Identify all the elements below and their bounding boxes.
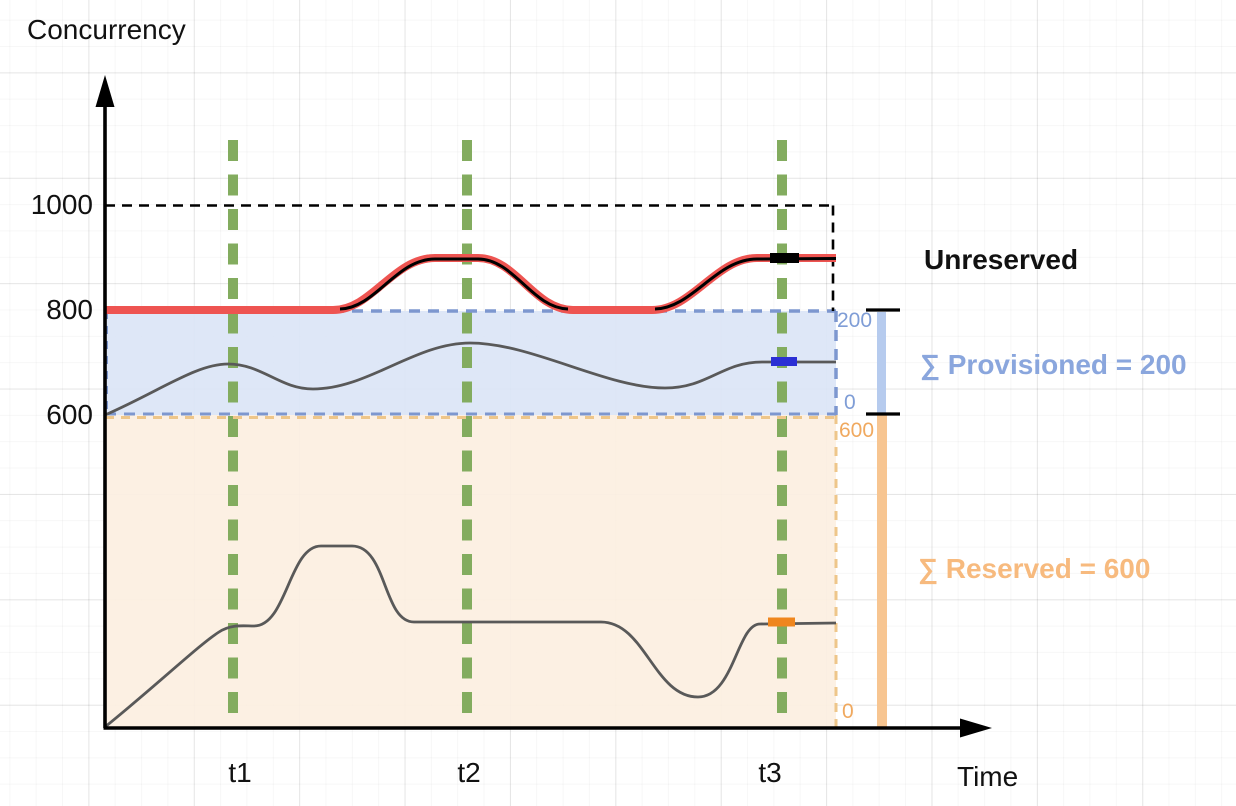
x-tick-t3: t3 <box>758 757 782 788</box>
provisioned-scale-max: 200 <box>837 309 873 332</box>
x-tick-t1: t1 <box>228 757 252 788</box>
y-tick-600: 600 <box>46 399 93 430</box>
reserved-sum-label: ∑ Reserved = 600 <box>918 553 1151 584</box>
provisioned-scale-min: 0 <box>844 391 856 414</box>
y-axis-arrow-icon <box>95 75 115 107</box>
unreserved-hump1-black-line <box>339 257 569 311</box>
x-axis-title: Time <box>957 761 1019 792</box>
unreserved-hump2-black-line <box>654 257 837 311</box>
unreserved-label: Unreserved <box>924 244 1079 275</box>
reserved-scale-min: 0 <box>842 700 854 723</box>
x-axis-arrow-icon <box>960 718 992 738</box>
x-tick-t2: t2 <box>457 757 481 788</box>
y-tick-1000: 1000 <box>30 189 93 220</box>
provisioned-usage-curve <box>104 341 836 417</box>
reserved-scale-max: 600 <box>839 419 875 442</box>
y-tick-800: 800 <box>46 294 93 325</box>
provisioned-sum-label: ∑ Provisioned = 200 <box>920 349 1187 380</box>
reserved-usage-curve <box>104 544 837 729</box>
y-axis-title: Concurrency <box>27 14 186 45</box>
